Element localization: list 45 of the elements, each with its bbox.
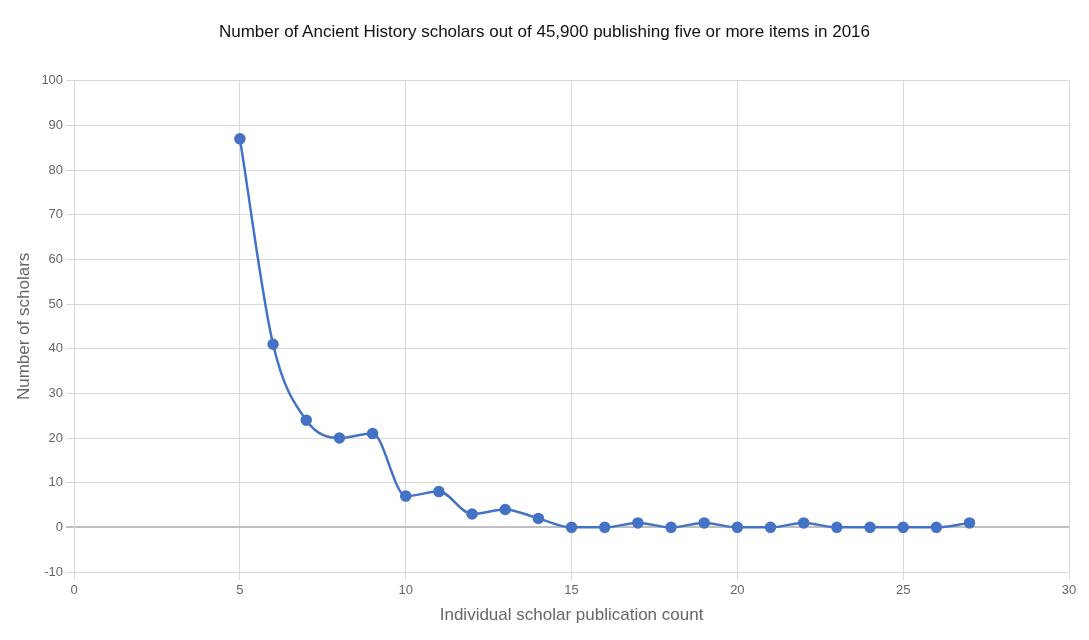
point (466, 508, 478, 520)
y-tick-label: 10 (48, 474, 64, 490)
point (831, 521, 843, 534)
x-tick-label: 30 (1061, 582, 1077, 598)
point (665, 521, 677, 534)
x-tick-label: 20 (730, 582, 745, 598)
y-tick-label: 40 (48, 340, 64, 356)
y-tick-label: 80 (48, 161, 64, 177)
point (963, 517, 976, 529)
x-tick-label: 15 (564, 582, 579, 598)
y-tick-label: 70 (48, 206, 64, 222)
point (930, 521, 943, 534)
y-tick-label: 60 (48, 251, 64, 266)
x-tick-label: 10 (398, 582, 413, 598)
point (632, 517, 644, 529)
x-tick-label: 5 (236, 582, 244, 598)
x-tick-label: 25 (895, 582, 911, 598)
x-axis-title: Individual scholar publication count (439, 605, 704, 625)
point (399, 490, 412, 502)
point (532, 512, 545, 525)
point (731, 521, 744, 534)
point (499, 503, 511, 516)
point (433, 485, 445, 498)
y-axis-title: Number of scholars (13, 252, 33, 401)
point (234, 133, 246, 145)
y-tick-label: 50 (48, 295, 64, 311)
y-tick-label: 0 (55, 518, 64, 534)
x-tick-label: 0 (70, 582, 78, 598)
point (797, 517, 810, 529)
y-tick-label: 30 (48, 384, 64, 400)
y-tick-label: -10 (44, 563, 64, 579)
chart-title: Number of Ancient History scholars out of 45,900 publishing five or more items in 2016 (217, 22, 872, 42)
y-tick-label: 90 (48, 117, 64, 133)
point (897, 521, 909, 534)
point (565, 521, 578, 534)
point (267, 338, 279, 351)
point (366, 427, 379, 440)
y-tick-label: 100 (41, 72, 64, 88)
point (598, 521, 611, 534)
point (333, 432, 346, 444)
point (698, 517, 710, 529)
point (764, 521, 777, 534)
point (300, 414, 312, 426)
y-tick-label: 20 (48, 429, 64, 445)
point (864, 521, 876, 534)
